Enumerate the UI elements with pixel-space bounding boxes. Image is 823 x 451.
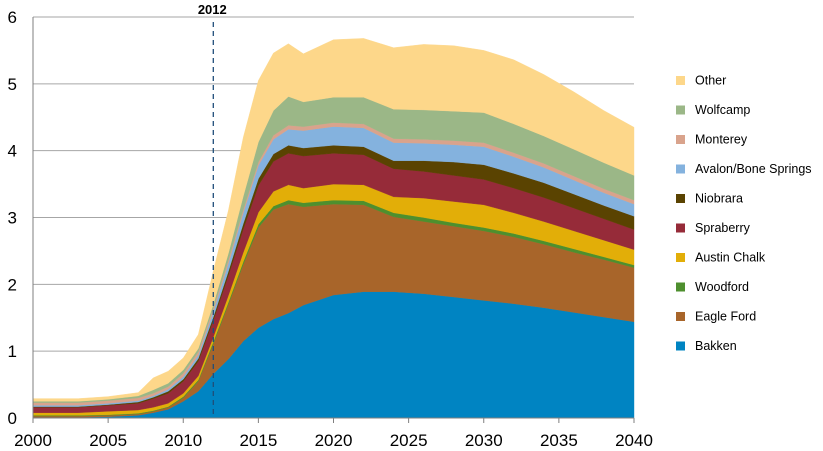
legend-swatch-woodford [676,282,685,292]
y-tick-label: 6 [8,8,17,27]
annotation-label: 2012 [198,2,227,17]
x-tick-label: 2010 [164,431,202,450]
x-tick-label: 2040 [615,431,653,450]
y-tick-label: 3 [8,209,17,228]
y-tick-label: 5 [8,75,17,94]
legend-swatch-austin-chalk [676,253,685,262]
legend-label-niobrara: Niobrara [695,192,743,206]
legend-swatch-wolfcamp [676,105,685,115]
legend-label-avalon-bone-springs: Avalon/Bone Springs [695,162,812,176]
legend-swatch-bakken [676,341,685,351]
legend-swatch-other [676,76,685,85]
x-axis-ticks: 2000 2005 2010 2015 2020 2025 2030 2035 2040 [14,418,653,450]
legend-swatch-avalon-bone-springs [676,164,685,174]
y-tick-label: 0 [8,409,17,428]
legend-label-spraberry: Spraberry [695,221,751,235]
series-areas [32,38,635,419]
legend-swatch-eagle-ford [676,312,685,321]
x-tick-label: 2015 [239,431,277,450]
legend-label-woodford: Woodford [695,280,749,294]
legend-label-other: Other [695,74,726,88]
legend-label-wolfcamp: Wolfcamp [695,103,750,117]
legend-swatch-monterey [676,135,685,144]
legend-label-eagle-ford: Eagle Ford [695,310,756,324]
x-tick-label: 2005 [89,431,127,450]
legend-swatch-niobrara [676,194,685,203]
legend-swatch-spraberry [676,223,685,233]
y-tick-label: 2 [8,275,17,294]
legend-label-austin-chalk: Austin Chalk [695,251,766,265]
x-tick-label: 2030 [465,431,503,450]
x-tick-label: 2025 [390,431,428,450]
x-tick-label: 2000 [14,431,52,450]
x-tick-label: 2035 [540,431,578,450]
year-annotation: 2012 [198,2,227,418]
legend: Other Wolfcamp Monterey Avalon/Bone Springs… [676,74,812,353]
x-tick-label: 2020 [315,431,353,450]
area-other [32,38,635,402]
y-tick-label: 4 [8,142,17,161]
y-tick-label: 1 [8,342,17,361]
y-axis-ticks: 0 1 2 3 4 5 6 [8,8,17,428]
legend-label-monterey: Monterey [695,133,748,147]
legend-label-bakken: Bakken [695,339,737,353]
